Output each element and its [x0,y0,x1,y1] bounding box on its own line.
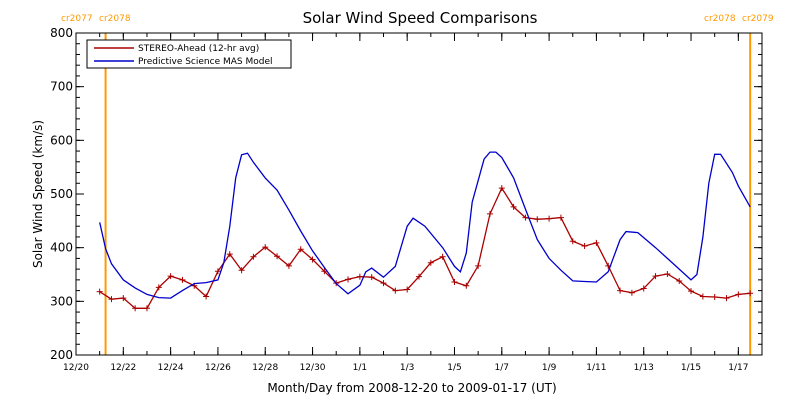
x-tick-label: 1/9 [542,363,557,373]
x-tick-label: 1/15 [681,363,701,373]
y-axis: 200 300 400 500 600 700 800 [50,26,762,362]
plot-area [75,32,763,356]
data-point-stereo-ahead [723,295,730,302]
data-point-stereo-ahead [688,288,695,295]
x-tick-label: 1/17 [728,363,748,373]
data-point-stereo-ahead [617,287,624,294]
data-point-stereo-ahead [167,273,174,280]
data-point-stereo-ahead [546,215,553,222]
data-point-stereo-ahead [214,268,221,275]
data-point-stereo-ahead [652,273,659,280]
data-point-stereo-ahead [416,273,422,280]
data-point-stereo-ahead [628,289,635,296]
data-point-stereo-ahead [534,216,541,223]
data-point-stereo-ahead [486,210,493,217]
x-tick-label: 12/22 [110,363,136,373]
data-point-stereo-ahead [96,288,103,295]
y-tick-label: 300 [50,294,73,308]
legend-box [86,39,292,69]
x-tick-label: 1/1 [353,363,367,373]
data-point-stereo-ahead [664,270,671,277]
data-point-stereo-ahead [226,251,233,258]
data-point-stereo-ahead [557,214,564,221]
data-point-stereo-ahead [203,293,210,300]
x-tick-label: 12/26 [205,363,231,373]
data-point-stereo-ahead [392,287,399,294]
data-point-stereo-ahead [463,282,470,289]
data-point-stereo-ahead [108,296,115,303]
data-point-stereo-ahead [368,274,375,281]
legend-label-stereo: STEREO-Ahead (12-hr avg) [138,44,259,54]
x-axis: 12/20 12/22 12/24 12/26 12/28 12/30 1/1 1/3 1/5 1… [63,33,763,373]
data-point-stereo-ahead [498,185,505,192]
data-point-stereo-ahead [155,284,162,291]
chart-title: Solar Wind Speed Comparisons [303,9,538,27]
data-point-stereo-ahead [439,253,446,260]
data-point-stereo-ahead [593,239,600,246]
x-tick-label: 12/28 [252,363,278,373]
y-tick-label: 600 [50,133,73,147]
data-point-stereo-ahead [143,305,150,312]
carrington-label: cr2079 [742,14,774,24]
series-lines [96,151,754,312]
y-tick-label: 800 [50,26,73,40]
carrington-label: cr2077 [61,14,93,24]
x-tick-label: 1/7 [495,363,509,373]
data-point-stereo-ahead [404,286,411,293]
plot-frame [75,32,763,356]
series-line-mas-model [99,151,751,299]
data-point-stereo-ahead [285,262,292,269]
carrington-label: cr2078 [99,14,131,24]
data-point-stereo-ahead [699,293,706,300]
data-point-stereo-ahead [475,262,482,269]
data-point-stereo-ahead [676,277,683,284]
series-line-stereo-ahead [99,186,751,309]
data-point-stereo-ahead [179,276,186,283]
y-tick-label: 400 [50,241,73,255]
data-point-stereo-ahead [297,246,304,253]
data-point-stereo-ahead [427,259,434,266]
carrington-label: cr2078 [704,14,736,24]
x-tick-label: 1/5 [447,363,461,373]
carrington-markers: cr2077 cr2078 cr2078 cr2079 [61,14,774,355]
x-tick-label: 1/11 [586,363,606,373]
x-axis-title: Month/Day from 2008-12-20 to 2009-01-17 … [267,381,556,395]
data-point-stereo-ahead [711,294,718,301]
data-point-stereo-ahead [309,256,316,263]
legend-label-mas: Predictive Science MAS Model [138,57,273,67]
data-point-stereo-ahead [640,285,647,292]
data-point-stereo-ahead [747,290,754,297]
legend: STEREO-Ahead (12-hr avg) Predictive Scie… [86,39,292,69]
data-point-stereo-ahead [451,279,458,286]
data-point-stereo-ahead [522,214,529,221]
data-point-stereo-ahead [581,243,588,250]
y-tick-label: 200 [50,348,73,362]
x-tick-label: 12/30 [300,363,326,373]
y-axis-title: Solar Wind Speed (km/s) [31,120,45,268]
data-point-stereo-ahead [262,244,269,251]
data-point-stereo-ahead [380,280,387,287]
data-point-stereo-ahead [510,203,517,210]
data-point-stereo-ahead [356,273,363,280]
data-point-stereo-ahead [569,238,576,245]
y-tick-label: 700 [50,80,73,94]
data-point-stereo-ahead [274,253,281,260]
x-tick-label: 1/13 [634,363,654,373]
x-tick-label: 1/3 [400,363,414,373]
y-tick-label: 500 [50,187,73,201]
data-point-stereo-ahead [250,253,257,260]
data-point-stereo-ahead [238,267,245,274]
x-tick-label: 12/24 [158,363,184,373]
data-point-stereo-ahead [345,276,352,283]
x-tick-label: 12/20 [63,363,89,373]
data-point-stereo-ahead [735,291,742,298]
data-point-stereo-ahead [120,295,127,302]
data-point-stereo-ahead [132,305,139,312]
